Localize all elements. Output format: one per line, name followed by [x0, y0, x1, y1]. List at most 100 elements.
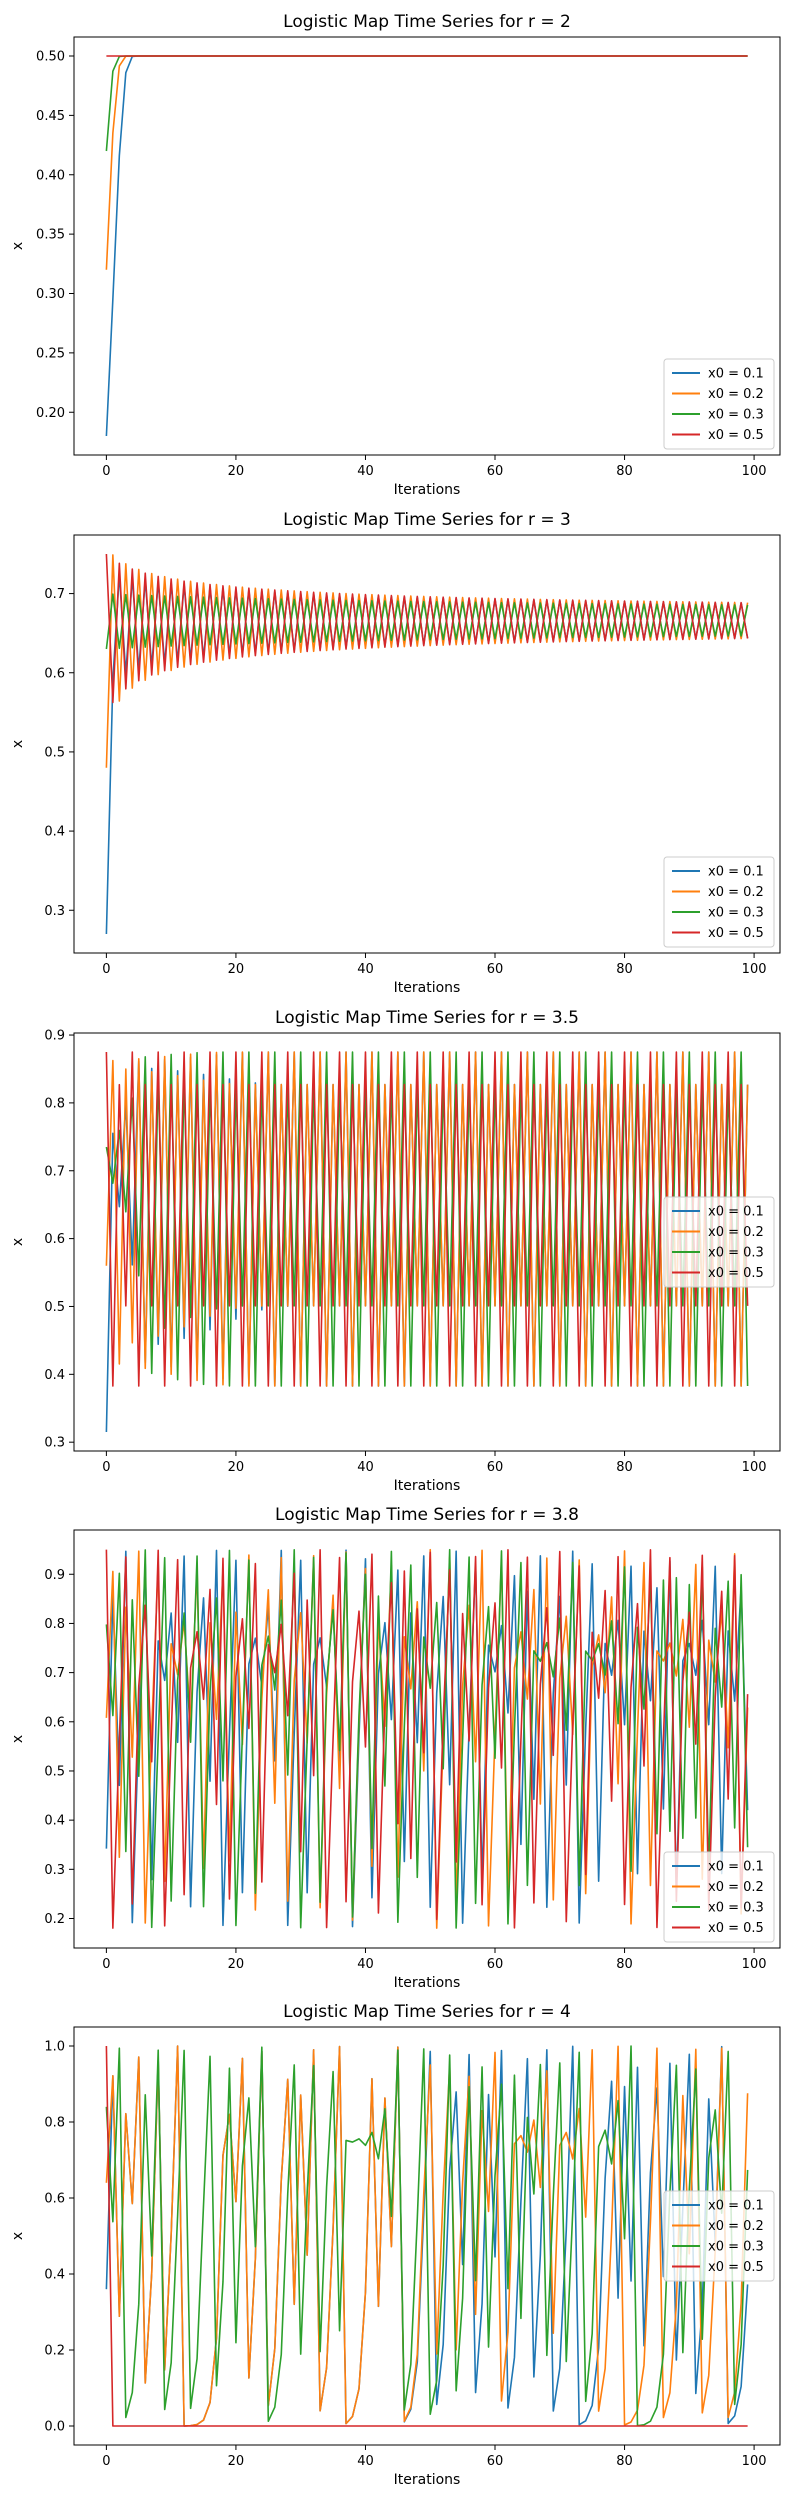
x-tick-label: 0	[102, 2454, 110, 2469]
x-tick-label: 60	[487, 464, 504, 479]
x-tick-label: 80	[616, 1460, 633, 1475]
chart-panel-2: Logistic Map Time Series for r = 3 0 20 40 6…	[10, 510, 781, 996]
y-tick-label: 0.3	[44, 1863, 65, 1878]
legend-label: x0 = 0.1	[708, 2199, 764, 2214]
y-tick-label: 0.3	[44, 904, 65, 919]
x-tick-label: 20	[228, 464, 245, 479]
x-axis-label: Iterations	[394, 1478, 461, 1494]
legend-label: x0 = 0.2	[708, 885, 764, 900]
y-tick-label: 1.0	[44, 2040, 65, 2055]
legend: x0 = 0.1 x0 = 0.2 x0 = 0.3 x0 = 0.5	[663, 856, 775, 948]
x-tick-label: 80	[616, 1957, 633, 1972]
legend-label: x0 = 0.3	[708, 906, 764, 921]
plot-frame	[73, 2026, 781, 2446]
y-tick-label: 0.6	[44, 666, 65, 681]
y-tick-label: 0.4	[44, 825, 65, 840]
legend-box	[663, 1196, 775, 1288]
y-tick-label: 0.9	[44, 1568, 65, 1583]
x-tick-label: 80	[616, 464, 633, 479]
plot-frame	[73, 1032, 781, 1452]
series-group	[105, 1051, 749, 1433]
plot-frame	[73, 1529, 781, 1949]
x-tick-label: 20	[228, 1460, 245, 1475]
x-axis-label: Iterations	[394, 1975, 461, 1991]
legend-label: x0 = 0.5	[708, 428, 764, 443]
series-group	[105, 1548, 749, 1929]
legend-label: x0 = 0.5	[708, 1921, 764, 1936]
series-line-x0-0-3	[105, 2045, 749, 2427]
y-tick-label: 0.6	[44, 1715, 65, 1730]
y-axis-label: x	[10, 740, 26, 748]
series-line-x0-0-5	[105, 1548, 749, 1929]
y-tick-label: 0.5	[44, 1300, 65, 1315]
x-tick-label: 100	[742, 1957, 767, 1972]
x-tick-label: 100	[742, 1460, 767, 1475]
legend-label: x0 = 0.1	[708, 1860, 764, 1875]
x-axis-label: Iterations	[394, 980, 461, 996]
legend: x0 = 0.1 x0 = 0.2 x0 = 0.3 x0 = 0.5	[663, 358, 775, 450]
chart-panel-4: Logistic Map Time Series for r = 3.8 0 20 4…	[10, 1505, 781, 1991]
chart-title: Logistic Map Time Series for r = 3.8	[275, 1505, 579, 1525]
legend: x0 = 0.1 x0 = 0.2 x0 = 0.3 x0 = 0.5	[663, 1196, 775, 1288]
series-group	[105, 2045, 749, 2427]
x-tick-label: 80	[616, 2454, 633, 2469]
series-group	[105, 553, 749, 935]
y-tick-label: 0.35	[36, 228, 65, 243]
y-tick-label: 0.50	[36, 50, 65, 65]
x-tick-label: 100	[742, 464, 767, 479]
y-tick-label: 0.8	[44, 2116, 65, 2131]
chart-title: Logistic Map Time Series for r = 3	[283, 510, 571, 530]
x-tick-label: 20	[228, 962, 245, 977]
y-tick-label: 0.25	[36, 346, 65, 361]
y-tick-label: 0.6	[44, 2192, 65, 2207]
x-tick-label: 60	[487, 1957, 504, 1972]
y-tick-label: 0.7	[44, 587, 65, 602]
y-tick-label: 0.20	[36, 406, 65, 421]
x-tick-label: 60	[487, 1460, 504, 1475]
legend-label: x0 = 0.3	[708, 1901, 764, 1916]
y-tick-label: 0.6	[44, 1232, 65, 1247]
legend-label: x0 = 0.3	[708, 1246, 764, 1261]
series-line-x0-0-1	[105, 55, 748, 437]
x-tick-label: 0	[102, 1460, 110, 1475]
legend-label: x0 = 0.5	[708, 1266, 764, 1281]
legend-label: x0 = 0.1	[708, 367, 764, 382]
y-tick-label: 0.5	[44, 1764, 65, 1779]
x-tick-label: 40	[357, 1460, 374, 1475]
legend: x0 = 0.1 x0 = 0.2 x0 = 0.3 x0 = 0.5	[663, 2190, 775, 2282]
y-tick-label: 0.4	[44, 1368, 65, 1383]
legend: x0 = 0.1 x0 = 0.2 x0 = 0.3 x0 = 0.5	[663, 1851, 775, 1943]
x-tick-label: 0	[102, 962, 110, 977]
legend-box	[663, 358, 775, 450]
series-group	[105, 55, 748, 437]
chart-title: Logistic Map Time Series for r = 2	[283, 12, 571, 32]
y-tick-label: 0.40	[36, 168, 65, 183]
series-line-x0-0-2	[105, 55, 748, 270]
legend-box	[663, 1851, 775, 1943]
x-axis-label: Iterations	[394, 2472, 461, 2488]
chart-panel-5: Logistic Map Time Series for r = 4 0 20 40 6…	[10, 2002, 781, 2488]
x-tick-label: 100	[742, 962, 767, 977]
plot-frame	[73, 534, 781, 954]
chart-panel-1: Logistic Map Time Series for r = 2 0 20 40 6…	[10, 12, 781, 498]
legend-label: x0 = 0.2	[708, 1225, 764, 1240]
x-tick-label: 40	[357, 464, 374, 479]
y-axis-label: x	[10, 1238, 26, 1246]
x-tick-label: 40	[357, 2454, 374, 2469]
y-tick-label: 0.4	[44, 1814, 65, 1829]
y-axis-label: x	[10, 2232, 26, 2240]
y-tick-label: 0.3	[44, 1436, 65, 1451]
series-line-x0-0-3	[105, 55, 748, 152]
series-line-x0-0-5	[105, 553, 749, 704]
y-tick-label: 0.2	[44, 2344, 65, 2359]
y-tick-label: 0.9	[44, 1029, 65, 1044]
legend-label: x0 = 0.3	[708, 408, 764, 423]
y-tick-label: 0.30	[36, 287, 65, 302]
legend-label: x0 = 0.5	[708, 2260, 764, 2275]
legend-box	[663, 856, 775, 948]
legend-label: x0 = 0.2	[708, 387, 764, 402]
chart-title: Logistic Map Time Series for r = 4	[283, 2002, 571, 2022]
y-axis-label: x	[10, 242, 26, 250]
chart-title: Logistic Map Time Series for r = 3.5	[275, 1008, 579, 1028]
legend-box	[663, 2190, 775, 2282]
